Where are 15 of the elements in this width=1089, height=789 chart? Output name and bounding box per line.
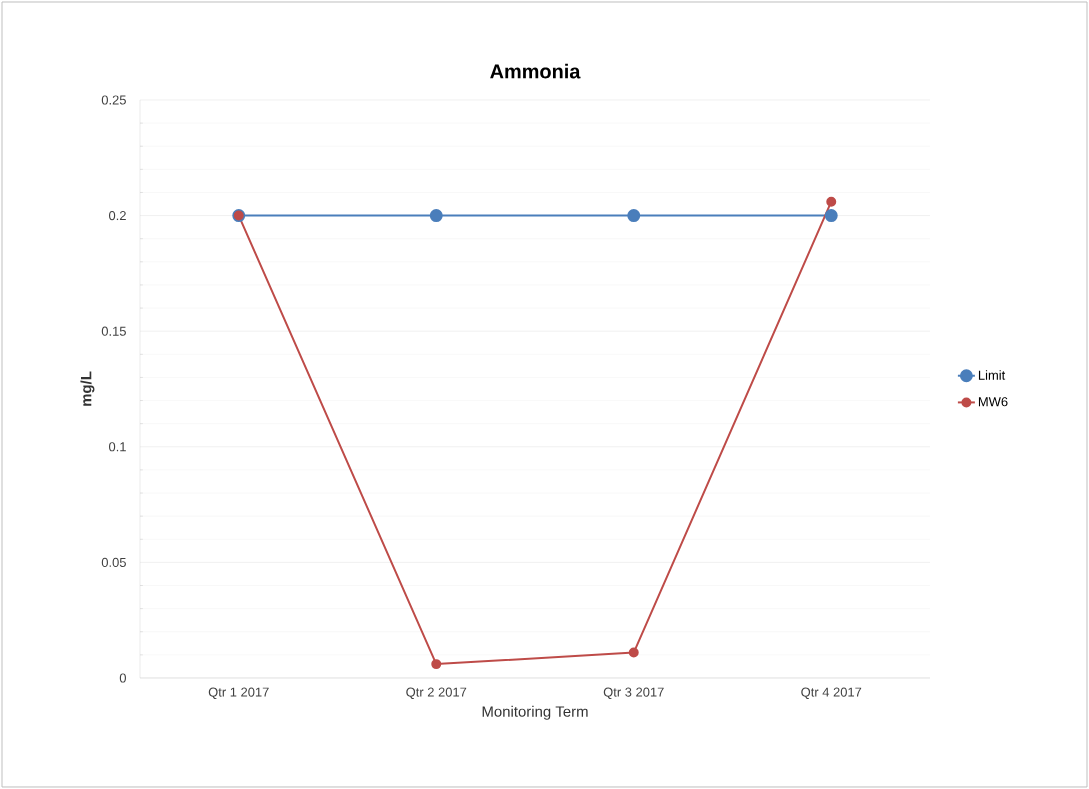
y-tick-label: 0.25	[101, 95, 126, 105]
y-axis-title: mg/L	[80, 371, 95, 406]
x-tick-label: Qtr 3 2017	[603, 687, 664, 699]
chart-title: Ammonia	[490, 63, 581, 79]
x-axis-title: Monitoring Term	[482, 705, 588, 720]
y-tick-label: 0	[119, 673, 126, 683]
legend-label: MW6	[978, 397, 1008, 407]
y-tick-label: 0.1	[108, 442, 126, 452]
x-tick-label: Qtr 2 2017	[406, 687, 467, 699]
x-tick-label: Qtr 1 2017	[208, 687, 269, 699]
legend-label: Limit	[978, 370, 1006, 380]
y-tick-label: 0.15	[101, 326, 126, 336]
x-tick-label: Qtr 4 2017	[801, 687, 862, 699]
y-tick-label: 0.05	[101, 557, 126, 567]
y-tick-label: 0.2	[108, 210, 126, 221]
